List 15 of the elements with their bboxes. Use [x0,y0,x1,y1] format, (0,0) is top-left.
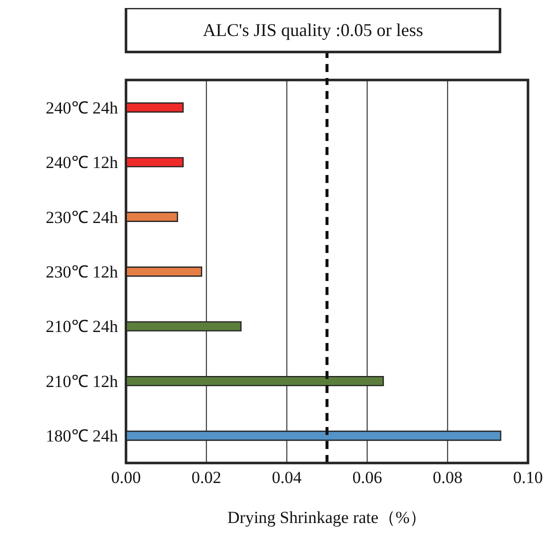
x-tick-label: 0.06 [352,468,382,488]
y-tick-label: 210℃ 12h [46,372,118,391]
y-tick-label: 230℃ 24h [46,208,118,227]
y-tick-label: 240℃ 12h [46,153,118,172]
y-tick-label: 180℃ 24h [46,426,118,446]
x-tick-label: 0.00 [111,468,141,488]
y-tick-label: 230℃ 12h [46,262,118,282]
y-tick-label: 240℃ 24h [46,98,118,118]
y-tick-label: 210℃ 24h [46,317,118,336]
x-tick-label: 0.04 [272,468,302,488]
x-tick-label: 0.10 [513,468,543,488]
x-tick-label: 0.08 [432,468,462,488]
x-tick-label: 0.02 [192,468,222,488]
x-axis-title: Drying Shrinkage rate（%） [227,508,427,527]
ref-line-label: ALC's JIS quality :0.05 or less [202,20,424,40]
